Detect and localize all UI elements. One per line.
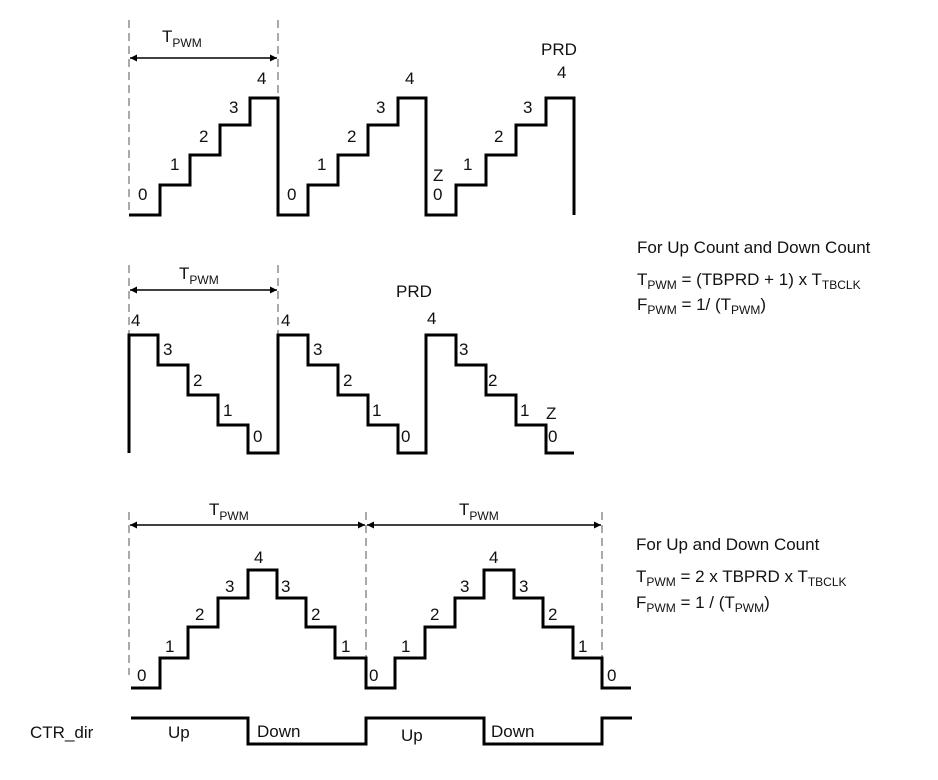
t-pwm-formula: TPWM = (TBPRD + 1) x TTBCLK — [637, 270, 861, 292]
step-label: 2 — [199, 127, 208, 146]
up-count-staircase — [129, 96, 576, 217]
step-label: 3 — [281, 577, 290, 596]
step-label: 3 — [459, 340, 468, 359]
ctr-dir-segment: Up — [401, 726, 423, 745]
step-label: 1 — [341, 637, 350, 656]
step-label: 1 — [401, 637, 410, 656]
step-label: 2 — [347, 127, 356, 146]
step-label: 2 — [311, 605, 320, 624]
step-label: 3 — [163, 340, 172, 359]
step-label: 0 — [253, 427, 262, 446]
step-label: 3 — [376, 98, 385, 117]
ctr-dir-label: CTR_dir — [30, 723, 94, 742]
step-label: 4 — [427, 309, 436, 328]
step-label: 3 — [519, 577, 528, 596]
up-down-count-waveform: TPWM TPWM 0 1 2 3 4 3 2 1 0 1 2 3 4 3 2 … — [128, 500, 631, 690]
formulas-up-and-down-count: For Up and Down Count TPWM = 2 x TBPRD x… — [636, 535, 847, 615]
step-label: 2 — [494, 127, 503, 146]
step-label: 2 — [488, 371, 497, 390]
step-label: 1 — [223, 401, 232, 420]
step-label: 4 — [281, 311, 290, 330]
step-label: 1 — [372, 401, 381, 420]
zero-marker-label: Z — [433, 166, 443, 185]
step-label: 0 — [433, 185, 442, 204]
f-pwm-formula: FPWM = 1/ (TPWM) — [637, 295, 766, 317]
prd-marker-label: PRD — [541, 40, 577, 59]
step-label: 2 — [195, 605, 204, 624]
up-down-period-label: TPWM — [209, 500, 249, 523]
prd-marker-label: PRD — [396, 282, 432, 301]
f-pwm-formula: FPWM = 1 / (TPWM) — [636, 593, 770, 615]
step-label: 2 — [193, 371, 202, 390]
step-label: 1 — [165, 637, 174, 656]
step-label: 0 — [369, 666, 378, 685]
step-label: 0 — [548, 427, 557, 446]
step-label: 3 — [229, 98, 238, 117]
step-label: 4 — [557, 63, 566, 82]
down-count-waveform: TPWM 4 3 2 1 0 4 3 2 1 0 PRD 4 3 2 1 Z 0 — [127, 264, 574, 455]
ctr-dir-segment: Down — [257, 722, 300, 741]
formulas-up-down-count: For Up Count and Down Count TPWM = (TBPR… — [637, 238, 871, 317]
formula-heading: For Up Count and Down Count — [637, 238, 871, 257]
step-label: 4 — [254, 548, 263, 567]
ctr-dir-segment: Down — [491, 722, 534, 741]
down-count-period-label: TPWM — [179, 264, 219, 287]
up-down-period-label: TPWM — [459, 500, 499, 523]
step-label: 1 — [317, 155, 326, 174]
step-label: 1 — [170, 155, 179, 174]
t-pwm-formula: TPWM = 2 x TBPRD x TTBCLK — [636, 567, 847, 589]
down-count-staircase — [127, 333, 574, 455]
step-label: 3 — [313, 340, 322, 359]
step-label: 1 — [463, 155, 472, 174]
step-label: 0 — [287, 185, 296, 204]
formula-heading: For Up and Down Count — [636, 535, 820, 554]
up-count-waveform: TPWM 0 1 2 3 4 0 1 2 3 4 Z 0 1 2 3 PRD 4 — [128, 20, 577, 217]
step-label: 0 — [137, 666, 146, 685]
zero-marker-label: Z — [546, 404, 556, 423]
step-label: 3 — [523, 98, 532, 117]
step-label: 4 — [131, 311, 140, 330]
ctr-dir-signal: CTR_dir Up Down Up Down — [30, 716, 632, 746]
step-label: 2 — [430, 605, 439, 624]
step-label: 4 — [489, 548, 498, 567]
step-label: 4 — [257, 69, 266, 88]
up-down-triangle-staircase — [131, 568, 631, 690]
step-label: 2 — [548, 605, 557, 624]
step-label: 3 — [225, 577, 234, 596]
ctr-dir-waveform — [131, 716, 632, 746]
step-label: 2 — [343, 371, 352, 390]
up-count-period-label: TPWM — [162, 27, 202, 50]
ctr-dir-segment: Up — [168, 723, 190, 742]
step-label: 0 — [138, 185, 147, 204]
step-label: 3 — [460, 577, 469, 596]
step-label: 0 — [401, 427, 410, 446]
step-label: 1 — [578, 637, 587, 656]
step-label: 1 — [520, 401, 529, 420]
step-label: 4 — [405, 69, 414, 88]
step-label: 0 — [607, 666, 616, 685]
